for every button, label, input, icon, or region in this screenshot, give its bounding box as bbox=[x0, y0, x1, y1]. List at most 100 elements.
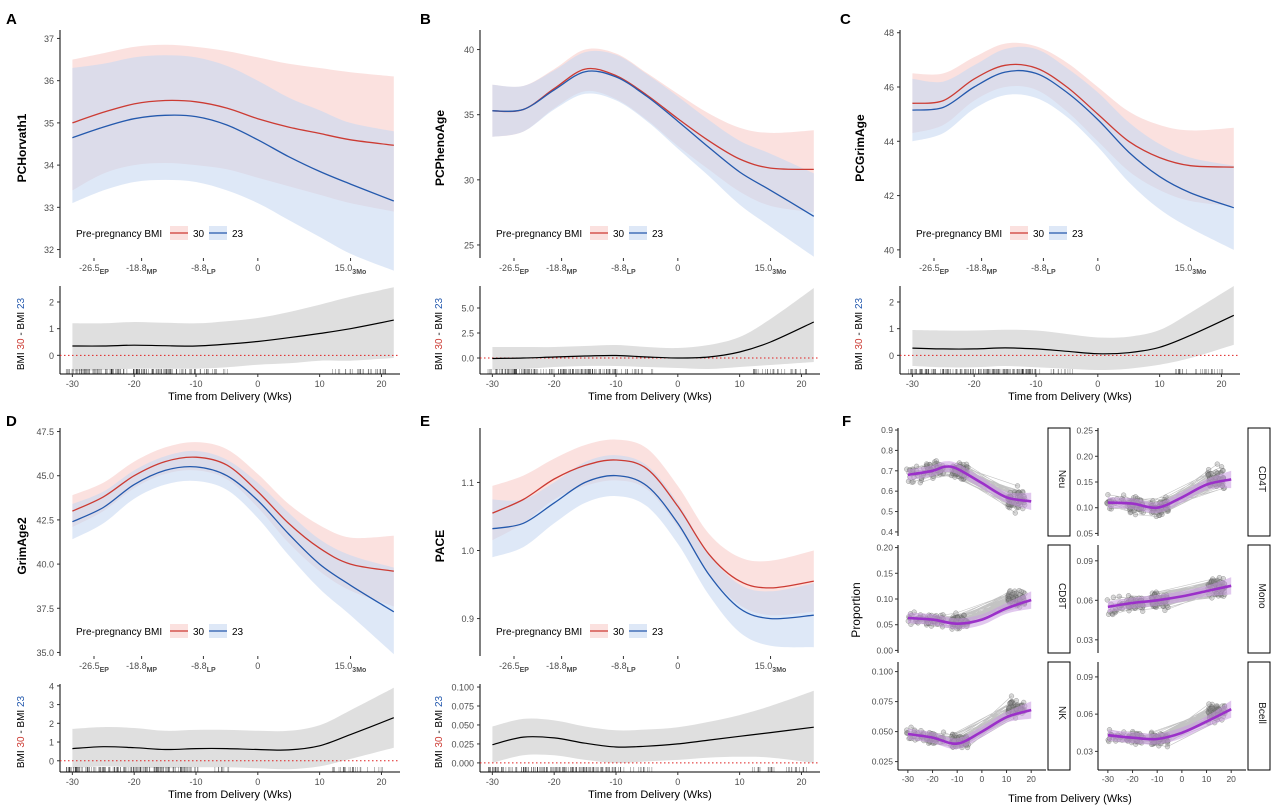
milestone-label: 15.03Mo bbox=[335, 263, 367, 276]
y-tick-label: 34 bbox=[44, 161, 54, 171]
diff-x-tick-label: -30 bbox=[906, 379, 919, 389]
facet-y-tick-label: 0.06 bbox=[1076, 709, 1093, 719]
milestone-subscript: LP bbox=[207, 269, 216, 276]
facet-strip-label: CD4T bbox=[1256, 466, 1267, 492]
milestone-label: -8.8LP bbox=[191, 661, 216, 674]
facet-x-tick-label: -30 bbox=[902, 774, 915, 784]
milestone-value: -26.5 bbox=[499, 661, 520, 671]
diff-x-tick-label: -10 bbox=[609, 379, 622, 389]
y-tick-label: 37 bbox=[44, 34, 54, 44]
milestone-label: 15.03Mo bbox=[1175, 263, 1207, 276]
diff-line bbox=[492, 321, 815, 360]
diff-y-tick-label: 5.0 bbox=[461, 304, 474, 314]
facet-strip bbox=[1047, 661, 1071, 771]
milestone-value: -8.8 bbox=[191, 661, 207, 671]
x-axis-title: Time from Delivery (Wks) bbox=[1008, 391, 1132, 403]
facet-x-axis-title: Time from Delivery (Wks) bbox=[1008, 793, 1132, 805]
milestone-subscript: 3Mo bbox=[772, 667, 786, 674]
facet-y-tick-label: 0.20 bbox=[1076, 451, 1093, 461]
diff-y-tick-label: 2 bbox=[49, 298, 54, 308]
diff-y-tick-label: 0 bbox=[889, 351, 894, 361]
milestone-subscript: 3Mo bbox=[1192, 269, 1206, 276]
facet-y-tick-label: 0.5 bbox=[881, 507, 893, 517]
diff-y-tick-label: 0.100 bbox=[451, 683, 474, 693]
facet-strip-label: CD8T bbox=[1056, 583, 1067, 609]
y-tick-label: 35 bbox=[44, 118, 54, 128]
facet-mono: 0.03 0.06 0.09 Mono bbox=[1076, 544, 1271, 654]
subject-point bbox=[953, 610, 959, 616]
milestone-value: -26.5 bbox=[79, 263, 100, 273]
subject-point bbox=[1214, 461, 1220, 467]
facet-y-tick-label: 0.050 bbox=[872, 727, 894, 737]
diff-y-axis-title: BMI 30 - BMI 23 bbox=[434, 297, 445, 370]
diff-x-tick-label: 0 bbox=[255, 777, 260, 787]
subject-point bbox=[923, 461, 930, 467]
milestone-value: -8.8 bbox=[611, 263, 627, 273]
legend-label-30: 30 bbox=[193, 627, 205, 638]
facet-x-tick-label: 0 bbox=[1179, 774, 1184, 784]
line-bmi-30 bbox=[72, 456, 394, 572]
facet-y-tick-label: 0.10 bbox=[1076, 503, 1093, 513]
milestone-label: -18.8MP bbox=[546, 263, 577, 276]
panel-letter: E bbox=[420, 413, 430, 430]
diff-y-axis-title-part: 30 bbox=[854, 338, 865, 350]
rug-marks bbox=[488, 767, 807, 772]
facet-x-tick-label: 10 bbox=[1202, 774, 1212, 784]
diff-y-axis-title-part: - BMI bbox=[16, 707, 27, 736]
diff-x-tick-label: 0 bbox=[675, 379, 680, 389]
diff-y-axis-title-part: BMI bbox=[854, 350, 865, 371]
subject-point bbox=[1206, 701, 1212, 707]
diff-y-axis-title-part: 30 bbox=[434, 736, 445, 748]
diff-x-tick-label: 10 bbox=[1155, 379, 1165, 389]
milestone-label: -26.5EP bbox=[919, 263, 949, 276]
diff-band bbox=[492, 288, 814, 370]
facet-strip bbox=[1247, 427, 1271, 537]
facet-x-tick-label: -30 bbox=[1102, 774, 1115, 784]
diff-x-tick-label: -10 bbox=[1029, 379, 1042, 389]
subject-point bbox=[1162, 607, 1168, 614]
facet-y-tick-label: 0.8 bbox=[881, 445, 893, 455]
y-tick-label: 35.0 bbox=[36, 648, 54, 658]
milestone-value: 0 bbox=[255, 263, 260, 273]
legend-label-30: 30 bbox=[193, 229, 205, 240]
diff-x-tick-label: -10 bbox=[609, 777, 622, 787]
milestone-label: -18.8MP bbox=[126, 661, 157, 674]
y-axis-title: GrimAge2 bbox=[15, 517, 29, 575]
diff-line bbox=[492, 726, 814, 748]
diff-y-axis-title: BMI 30 - BMI 23 bbox=[16, 297, 27, 370]
diff-y-tick-label: 1 bbox=[889, 324, 894, 334]
facet-x-tick-label: -20 bbox=[1126, 774, 1139, 784]
subject-point bbox=[933, 458, 939, 464]
diff-x-tick-label: 20 bbox=[796, 379, 806, 389]
y-tick-label: 46 bbox=[884, 83, 894, 93]
legend-label-23: 23 bbox=[652, 627, 664, 638]
y-tick-label: 45.0 bbox=[36, 471, 54, 481]
milestone-label: -26.5EP bbox=[499, 263, 529, 276]
legend-title: Pre-pregnancy BMI bbox=[76, 229, 162, 240]
diff-y-tick-label: 0.000 bbox=[451, 758, 474, 768]
milestone-label: -26.5EP bbox=[79, 661, 109, 674]
y-tick-label: 40 bbox=[464, 45, 474, 55]
diff-line bbox=[72, 319, 394, 347]
milestone-value: -18.8 bbox=[546, 263, 567, 273]
milestone-subscript: LP bbox=[627, 667, 636, 674]
trend-band bbox=[1107, 700, 1232, 745]
facet-y-tick-label: 0.075 bbox=[872, 697, 894, 707]
diff-x-tick-label: 20 bbox=[376, 777, 386, 787]
facet-y-tick-label: 0.15 bbox=[1076, 477, 1093, 487]
subject-point bbox=[1008, 693, 1015, 699]
diff-y-axis-title-part: BMI bbox=[16, 350, 27, 371]
facet-nk: 0.025 0.050 0.075 0.100 -30 -20 -10 0 10 20 NK bbox=[872, 661, 1071, 784]
y-axis-title: PACE bbox=[433, 530, 447, 562]
milestone-label: -8.8LP bbox=[191, 263, 216, 276]
subject-point bbox=[1159, 511, 1165, 518]
subject-point bbox=[917, 480, 923, 486]
diff-y-axis-title-part: - BMI bbox=[16, 309, 27, 338]
subject-point bbox=[948, 472, 955, 479]
diff-y-tick-label: 0.075 bbox=[451, 702, 474, 712]
diff-y-axis-title-part: 30 bbox=[16, 736, 27, 748]
subject-point bbox=[1220, 467, 1226, 474]
band-bmi-23 bbox=[912, 46, 1234, 250]
